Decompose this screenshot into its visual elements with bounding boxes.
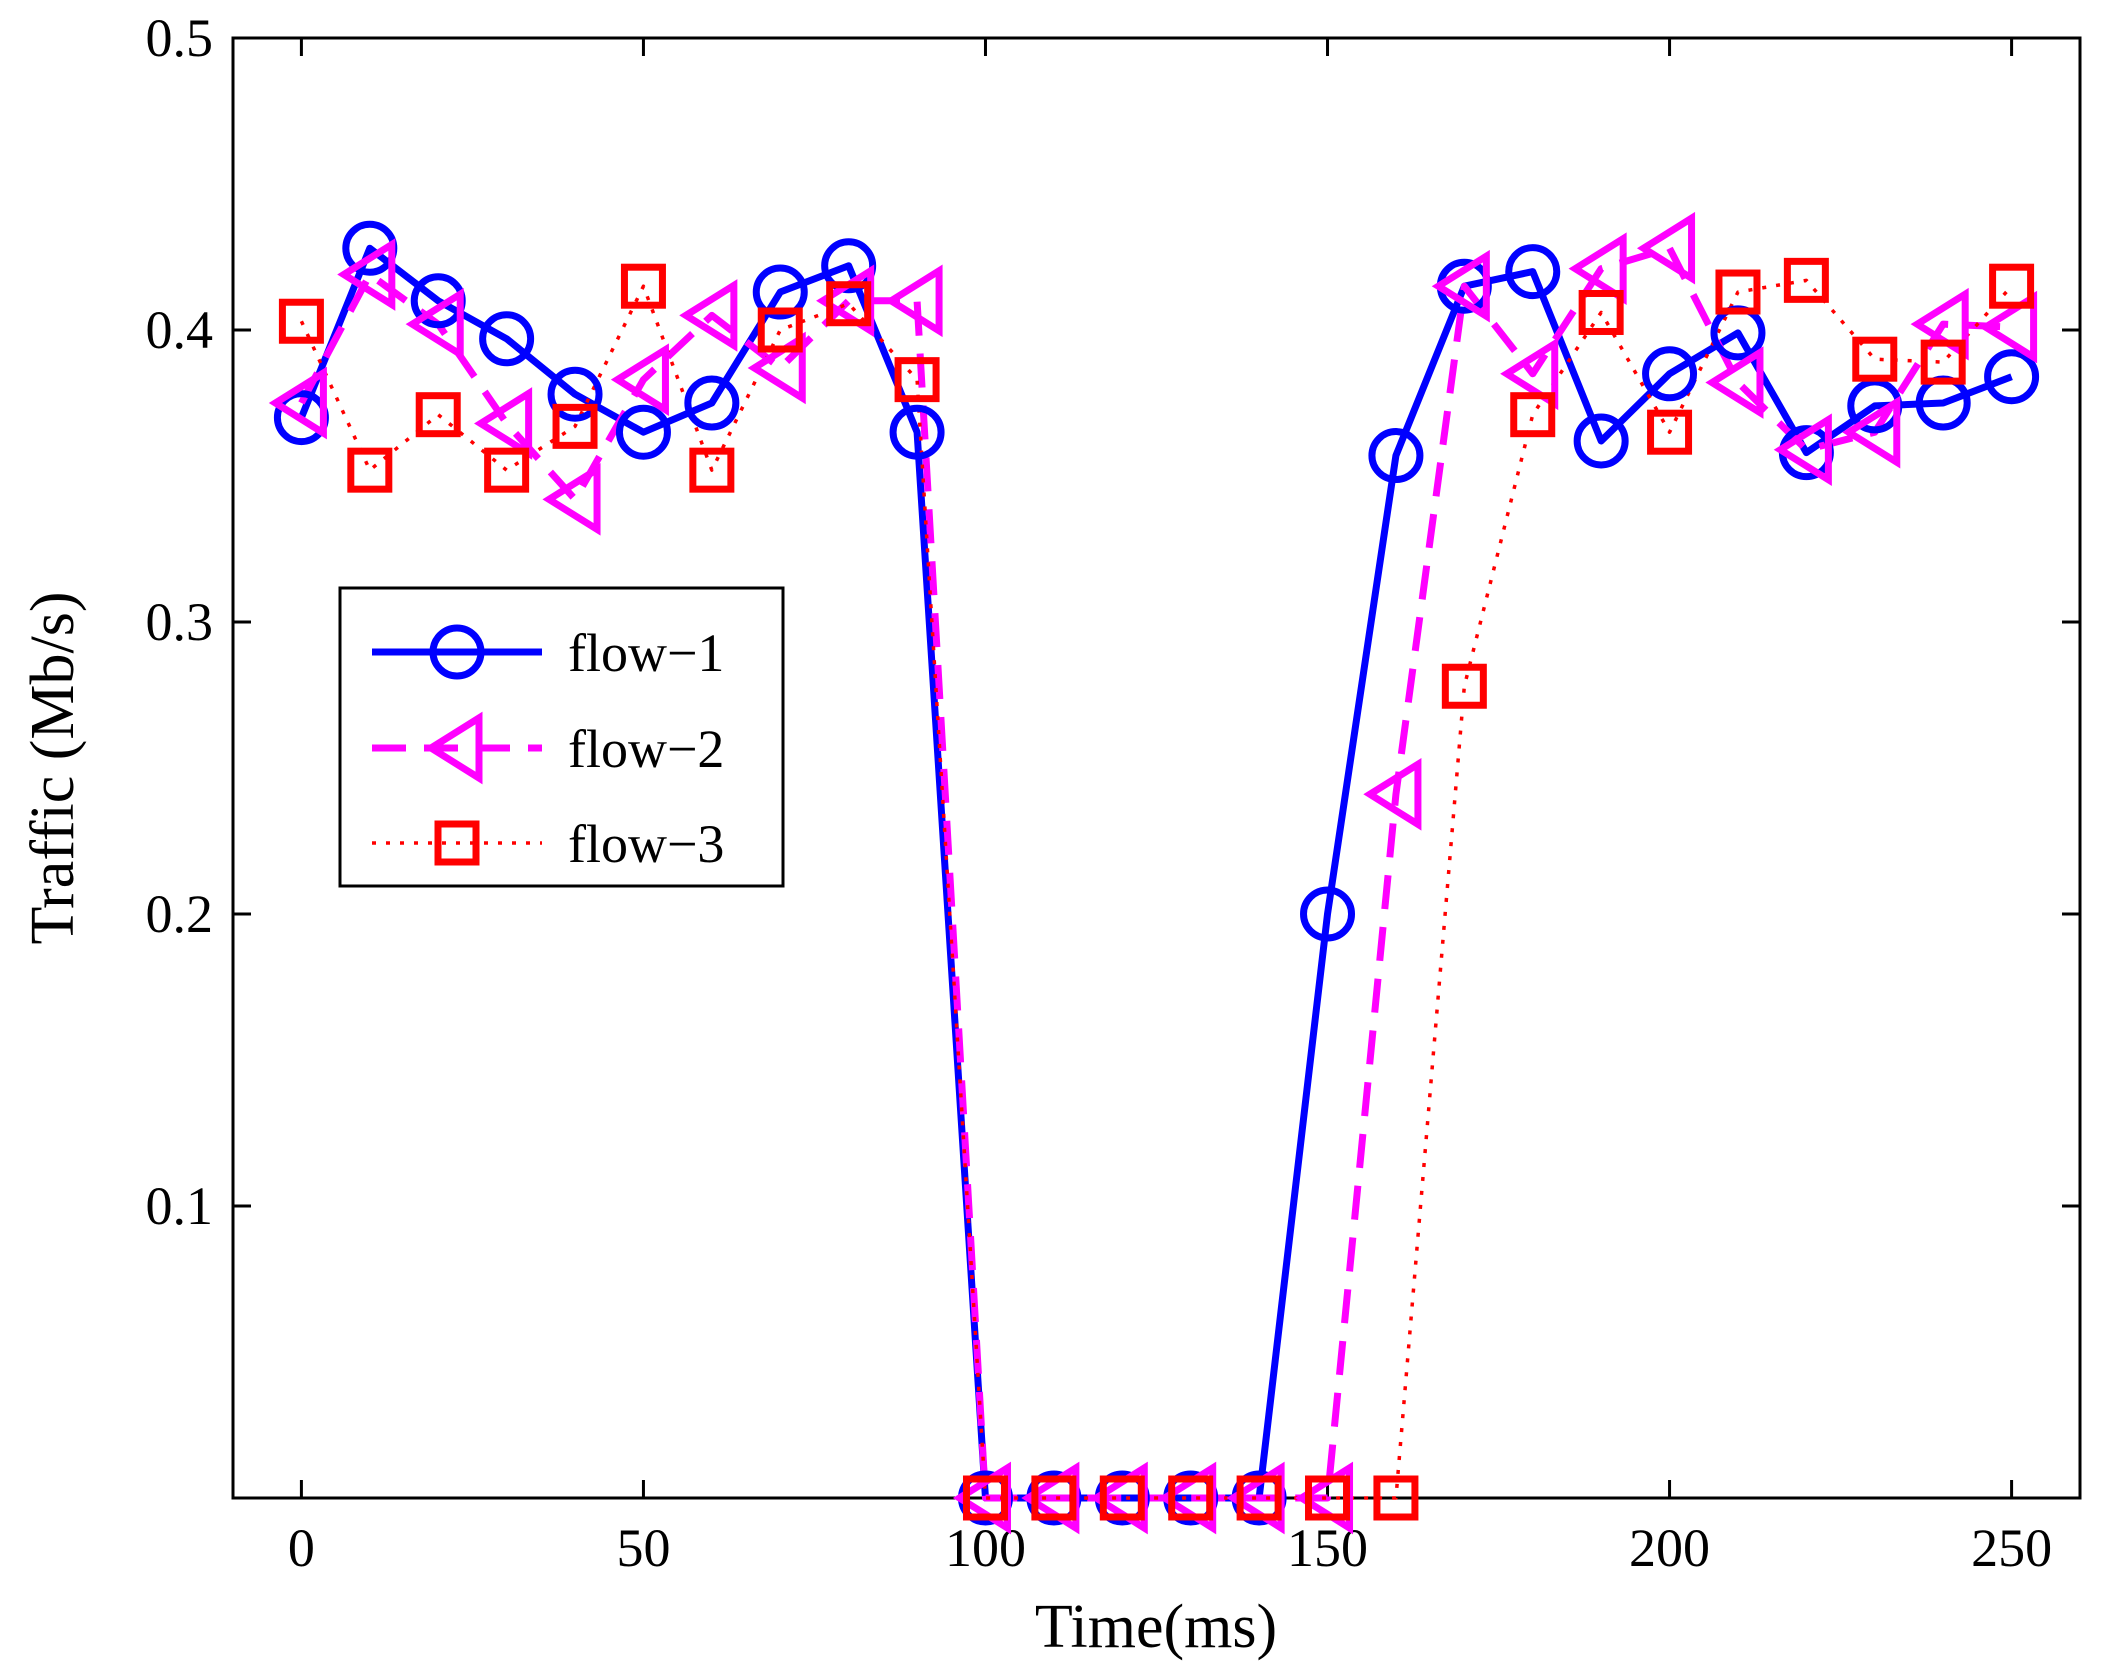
data-point [1715, 269, 1761, 315]
data-point [747, 331, 806, 405]
data-point [1568, 232, 1627, 305]
legend-marker-3 [434, 820, 480, 866]
legend-label-2: flow−2 [568, 719, 724, 779]
data-point [1910, 287, 1969, 361]
legend-marker-1 [429, 624, 485, 680]
series-markers-2 [268, 211, 2038, 1535]
data-point [1363, 757, 1422, 831]
data-point [1510, 392, 1556, 438]
data-point [547, 366, 603, 422]
data-point [1978, 290, 2038, 364]
x-tick-label: 150 [1287, 1518, 1368, 1578]
data-point [1573, 413, 1629, 469]
data-point [542, 463, 601, 536]
data-point [1984, 349, 2040, 405]
data-point [962, 1475, 1008, 1521]
x-tick-label: 0 [288, 1518, 315, 1578]
data-point [405, 287, 464, 361]
data-point [894, 357, 940, 403]
data-point [278, 298, 324, 344]
legend: flow−1 flow−2 flow−3 [338, 586, 785, 888]
x-tick-label: 100 [945, 1518, 1026, 1578]
data-point [268, 366, 327, 440]
legend-label-3: flow−3 [568, 814, 724, 874]
data-point [1441, 663, 1487, 709]
data-point [1236, 1475, 1282, 1521]
data-point [479, 311, 535, 367]
x-tick-label: 250 [1971, 1518, 2052, 1578]
data-point [1647, 409, 1693, 455]
data-point [1989, 263, 2035, 309]
data-point [415, 392, 461, 438]
data-point [1773, 413, 1832, 487]
data-point [1168, 1475, 1214, 1521]
data-point [1505, 244, 1561, 300]
data-point [552, 403, 598, 449]
series-markers-3 [278, 257, 2035, 1521]
data-point [689, 447, 735, 493]
y-tick-label: 0.4 [146, 300, 214, 360]
data-point [615, 404, 671, 460]
legend-box [338, 586, 785, 888]
axis-ticks: 0 50 100 150 200 250 0.1 0.2 0.3 0.4 0.5 [146, 8, 2080, 1578]
data-point [1852, 336, 1898, 382]
data-point [884, 264, 943, 338]
y-tick-label: 0.1 [146, 1176, 214, 1236]
data-point [610, 343, 669, 416]
series-layer [268, 211, 2040, 1535]
data-point [1842, 395, 1901, 469]
data-point [484, 447, 530, 493]
data-point [1031, 1475, 1077, 1521]
x-tick-label: 200 [1629, 1518, 1710, 1578]
data-point [757, 307, 803, 353]
y-tick-label: 0.2 [146, 884, 214, 944]
y-tick-label: 0.3 [146, 592, 214, 652]
data-point [752, 264, 808, 320]
data-point [1099, 1475, 1145, 1521]
y-axis-label: Traffic (Mb/s) [19, 591, 87, 944]
data-point [1636, 211, 1696, 285]
data-point [1431, 249, 1490, 323]
data-point [1783, 257, 1829, 303]
series-line-3 [299, 278, 2013, 1500]
data-point [337, 238, 396, 311]
data-point [1920, 339, 1966, 385]
data-point [826, 281, 872, 327]
data-point [679, 279, 738, 352]
data-point [347, 447, 393, 493]
x-tick-label: 50 [616, 1518, 670, 1578]
data-point [1368, 428, 1424, 484]
data-point [1642, 346, 1698, 402]
legend-label-1: flow−1 [568, 623, 724, 683]
data-point [1705, 346, 1764, 419]
data-point [1578, 289, 1624, 335]
data-point [620, 263, 666, 309]
x-axis-label: Time(ms) [1035, 1593, 1277, 1661]
y-tick-label: 0.5 [146, 8, 214, 68]
data-point [684, 375, 740, 431]
data-point [1305, 1475, 1351, 1521]
data-point [1373, 1475, 1419, 1521]
data-point [1500, 337, 1559, 411]
data-point [474, 387, 533, 460]
data-point [1300, 886, 1356, 942]
data-point [889, 404, 945, 460]
legend-marker-2 [424, 711, 483, 785]
